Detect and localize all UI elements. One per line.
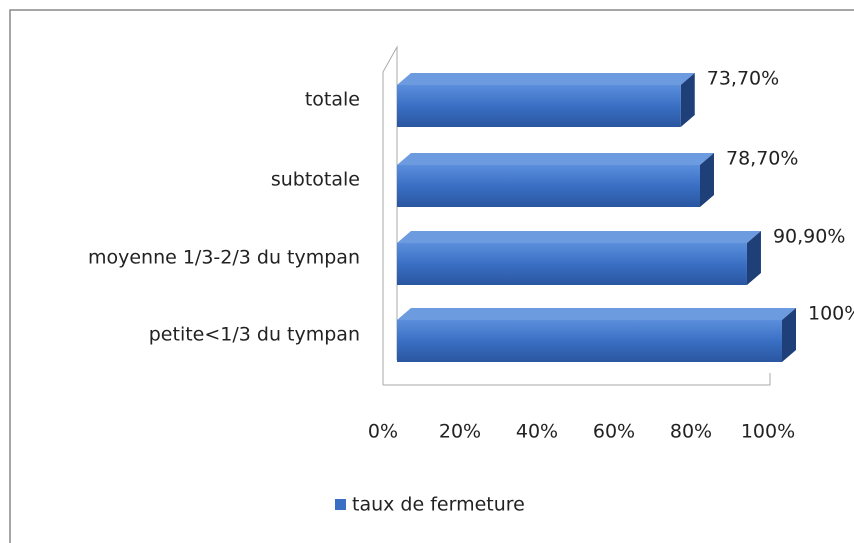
category-label: petite<1/3 du tympan bbox=[149, 324, 360, 346]
legend-label: taux de fermeture bbox=[352, 494, 525, 516]
value-label: 90,90% bbox=[773, 226, 845, 248]
bar-side bbox=[746, 231, 761, 285]
bar-top bbox=[397, 73, 695, 85]
value-label: 73,70% bbox=[707, 68, 779, 90]
value-label: 78,70% bbox=[726, 148, 798, 170]
bar-side bbox=[680, 73, 695, 127]
x-tick-label: 40% bbox=[516, 421, 558, 443]
bar-top bbox=[397, 308, 796, 320]
x-tick-label: 20% bbox=[439, 421, 481, 443]
x-tick-label: 80% bbox=[670, 421, 712, 443]
x-tick-label: 0% bbox=[368, 421, 398, 443]
value-label: 100% bbox=[808, 303, 854, 325]
bar-top bbox=[397, 153, 714, 165]
bar-side bbox=[782, 308, 796, 362]
floor bbox=[383, 373, 771, 386]
bar-top bbox=[397, 231, 761, 243]
bar bbox=[397, 165, 700, 207]
bar bbox=[397, 85, 681, 127]
category-label: moyenne 1/3-2/3 du tympan bbox=[88, 247, 360, 269]
category-label: subtotale bbox=[271, 169, 360, 191]
bar bbox=[397, 243, 747, 285]
legend-swatch bbox=[335, 499, 346, 510]
x-tick-label: 60% bbox=[593, 421, 635, 443]
bar bbox=[397, 320, 782, 362]
bar-side bbox=[699, 153, 714, 207]
x-tick-label: 100% bbox=[741, 421, 795, 443]
category-label: totale bbox=[305, 89, 360, 111]
